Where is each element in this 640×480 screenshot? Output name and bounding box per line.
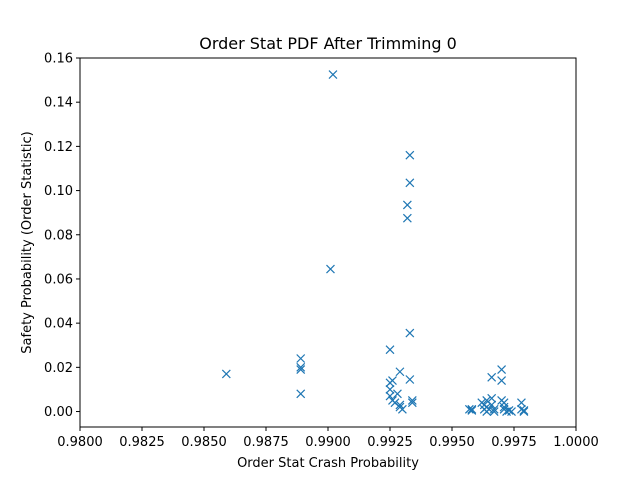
data-point [407,396,417,405]
y-tick-label: 0.08 [44,228,73,243]
data-point [296,354,306,363]
data-point [507,407,516,416]
data-point [464,404,474,414]
plot-frame [79,57,577,428]
x-tick-label: 0.9975 [491,435,537,450]
data-point [397,404,407,414]
data-point [296,389,306,399]
data-points [221,70,529,416]
x-axis-label: Order Stat Crash Probability [237,456,419,471]
y-tick-label: 0.00 [44,405,73,420]
x-tick-label: 0.9925 [367,435,413,450]
data-point [497,365,507,374]
data-point [489,404,499,414]
data-point [395,367,405,377]
y-tick-label: 0.02 [44,361,73,376]
x-tick-label: 0.9875 [243,435,289,450]
data-point [499,398,509,408]
data-point [467,406,477,415]
data-point [504,406,514,415]
data-point [407,398,417,408]
x-tick-label: 1.0000 [553,435,599,450]
data-point [405,178,415,188]
x-tick-label: 0.9850 [181,435,227,450]
data-point [405,328,415,338]
y-tick-label: 0.16 [44,52,73,67]
data-point [489,407,499,416]
data-point [326,264,335,274]
x-tick-label: 0.9800 [57,435,103,450]
x-tick-label: 0.9950 [429,435,475,450]
data-point [402,213,412,223]
data-point [296,362,306,372]
data-point [487,372,497,382]
y-axis: 0.00 0.02 0.04 0.06 0.08 0.10 0.12 0.14 0.16 [44,52,80,420]
data-point [499,402,509,412]
data-point [388,376,397,386]
data-point [519,406,529,415]
y-tick-label: 0.10 [44,184,73,199]
data-point [385,385,395,394]
y-axis-label: Safety Probability (Order Statistic) [20,131,35,353]
y-tick-label: 0.06 [44,272,73,287]
data-point [487,400,497,410]
data-point [519,407,529,416]
data-point [395,400,405,410]
data-point [385,391,395,401]
data-point [328,70,338,79]
data-point [517,398,526,408]
data-point [393,389,402,399]
x-axis: 0.9800 0.9825 0.9850 0.9875 0.9900 0.9925 0.99… [57,427,599,450]
data-point [487,393,497,403]
data-point [221,369,231,379]
x-tick-label: 0.9900 [305,435,351,450]
y-tick-label: 0.14 [44,96,73,111]
data-point [467,404,477,414]
data-point [405,150,415,160]
data-point [402,200,412,210]
data-point [385,345,395,355]
y-tick-label: 0.04 [44,317,73,332]
x-tick-label: 0.9825 [119,435,165,450]
data-point [497,376,507,386]
y-tick-label: 0.12 [44,140,73,155]
data-point [296,365,306,374]
data-point [405,375,415,384]
chart-title: Order Stat PDF After Trimming 0 [199,34,457,53]
